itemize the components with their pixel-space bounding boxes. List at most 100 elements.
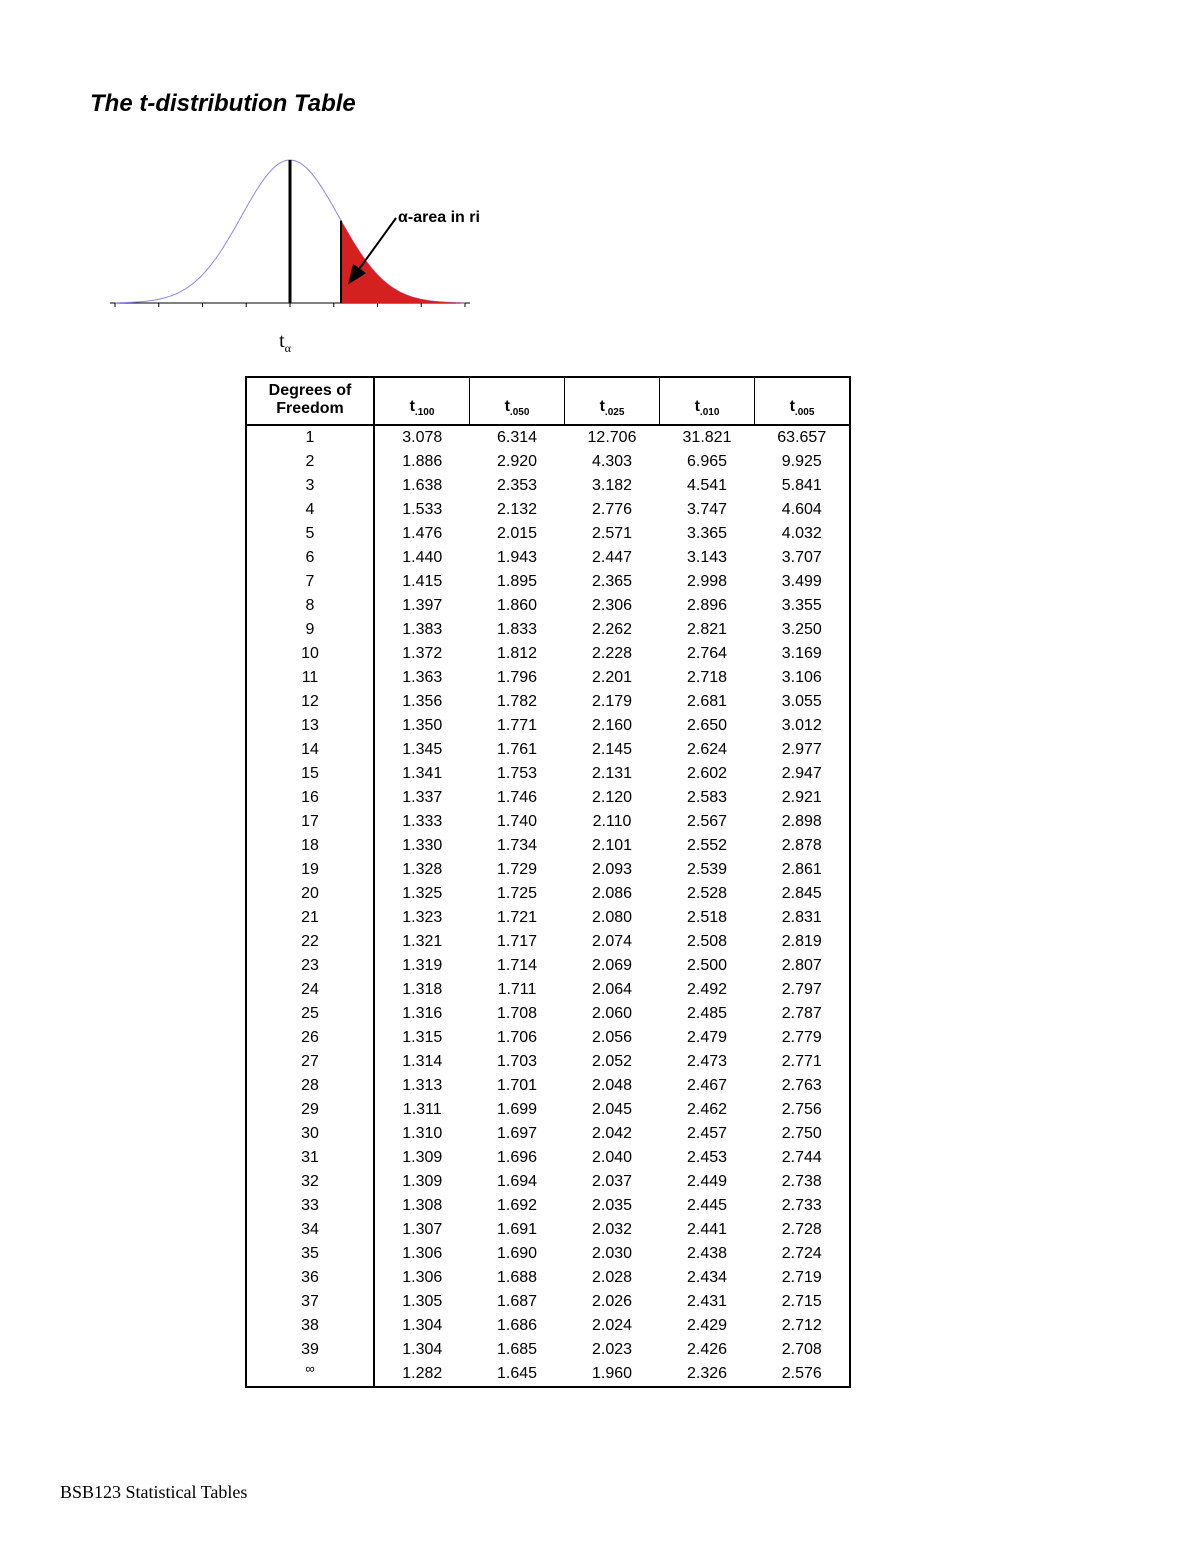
cell-value: 1.701	[470, 1074, 565, 1098]
cell-value: 2.447	[565, 546, 660, 570]
cell-value: 1.305	[374, 1290, 470, 1314]
cell-value: 2.052	[565, 1050, 660, 1074]
cell-value: 2.457	[660, 1122, 755, 1146]
cell-value: 3.055	[755, 690, 851, 714]
cell-df: 27	[246, 1050, 374, 1074]
table-row: 111.3631.7962.2012.7183.106	[246, 666, 850, 690]
table-row: 261.3151.7062.0562.4792.779	[246, 1026, 850, 1050]
cell-df: 29	[246, 1098, 374, 1122]
table-row: 13.0786.31412.70631.82163.657	[246, 425, 850, 450]
cell-value: 1.325	[374, 882, 470, 906]
cell-value: 1.304	[374, 1338, 470, 1362]
cell-value: 1.333	[374, 810, 470, 834]
table-row: 71.4151.8952.3652.9983.499	[246, 570, 850, 594]
cell-value: 2.528	[660, 882, 755, 906]
cell-value: 2.086	[565, 882, 660, 906]
cell-value: 1.476	[374, 522, 470, 546]
cell-value: 2.023	[565, 1338, 660, 1362]
cell-value: 2.776	[565, 498, 660, 522]
cell-value: 1.306	[374, 1266, 470, 1290]
cell-value: 2.445	[660, 1194, 755, 1218]
cell-value: 2.583	[660, 786, 755, 810]
table-row: 171.3331.7402.1102.5672.898	[246, 810, 850, 834]
cell-df: 24	[246, 978, 374, 1002]
cell-value: 3.355	[755, 594, 851, 618]
cell-df: 14	[246, 738, 374, 762]
table-row: 201.3251.7252.0862.5282.845	[246, 882, 850, 906]
cell-df: 22	[246, 930, 374, 954]
cell-value: 2.201	[565, 666, 660, 690]
cell-value: 2.719	[755, 1266, 851, 1290]
cell-value: 1.717	[470, 930, 565, 954]
cell-value: 1.307	[374, 1218, 470, 1242]
cell-df: 19	[246, 858, 374, 882]
t-table-wrap: Degrees ofFreedomt.100t.050t.025t.010t.0…	[245, 376, 1110, 1388]
cell-df: 31	[246, 1146, 374, 1170]
cell-value: 2.771	[755, 1050, 851, 1074]
cell-value: 9.925	[755, 450, 851, 474]
cell-value: 1.533	[374, 498, 470, 522]
page-title: The t-distribution Table	[90, 90, 1110, 118]
col-header-2: t.025	[565, 377, 660, 425]
cell-value: 2.064	[565, 978, 660, 1002]
cell-value: 2.042	[565, 1122, 660, 1146]
cell-value: 3.747	[660, 498, 755, 522]
cell-value: 2.467	[660, 1074, 755, 1098]
table-row: 331.3081.6922.0352.4452.733	[246, 1194, 850, 1218]
table-row: 141.3451.7612.1452.6242.977	[246, 738, 850, 762]
cell-value: 2.787	[755, 1002, 851, 1026]
cell-value: 2.518	[660, 906, 755, 930]
cell-value: 2.479	[660, 1026, 755, 1050]
cell-value: 2.845	[755, 882, 851, 906]
table-row: 101.3721.8122.2282.7643.169	[246, 642, 850, 666]
table-row: 131.3501.7712.1602.6503.012	[246, 714, 850, 738]
cell-value: 1.690	[470, 1242, 565, 1266]
cell-value: 2.037	[565, 1170, 660, 1194]
cell-value: 1.782	[470, 690, 565, 714]
cell-value: 3.250	[755, 618, 851, 642]
cell-value: 2.132	[470, 498, 565, 522]
cell-value: 2.262	[565, 618, 660, 642]
cell-value: 2.831	[755, 906, 851, 930]
cell-value: 1.638	[374, 474, 470, 498]
cell-df: 1	[246, 425, 374, 450]
cell-value: 1.415	[374, 570, 470, 594]
cell-value: 1.350	[374, 714, 470, 738]
cell-value: 2.030	[565, 1242, 660, 1266]
cell-value: 1.725	[470, 882, 565, 906]
cell-value: 2.353	[470, 474, 565, 498]
cell-df: 5	[246, 522, 374, 546]
cell-value: 2.485	[660, 1002, 755, 1026]
cell-value: 2.797	[755, 978, 851, 1002]
cell-df: 12	[246, 690, 374, 714]
cell-value: 2.819	[755, 930, 851, 954]
cell-value: 1.734	[470, 834, 565, 858]
table-row: 291.3111.6992.0452.4622.756	[246, 1098, 850, 1122]
cell-value: 6.314	[470, 425, 565, 450]
cell-df: 26	[246, 1026, 374, 1050]
table-row: 311.3091.6962.0402.4532.744	[246, 1146, 850, 1170]
cell-value: 1.310	[374, 1122, 470, 1146]
cell-value: 2.715	[755, 1290, 851, 1314]
cell-value: 2.453	[660, 1146, 755, 1170]
cell-value: 2.898	[755, 810, 851, 834]
cell-value: 2.120	[565, 786, 660, 810]
table-row: 391.3041.6852.0232.4262.708	[246, 1338, 850, 1362]
cell-value: 3.182	[565, 474, 660, 498]
cell-df: 34	[246, 1218, 374, 1242]
cell-value: 1.363	[374, 666, 470, 690]
cell-value: 2.074	[565, 930, 660, 954]
cell-value: 1.696	[470, 1146, 565, 1170]
cell-value: 1.694	[470, 1170, 565, 1194]
cell-df: 18	[246, 834, 374, 858]
cell-df: 36	[246, 1266, 374, 1290]
cell-value: 3.143	[660, 546, 755, 570]
table-row: 81.3971.8602.3062.8963.355	[246, 594, 850, 618]
table-row: 231.3191.7142.0692.5002.807	[246, 954, 850, 978]
cell-value: 2.779	[755, 1026, 851, 1050]
cell-value: 2.015	[470, 522, 565, 546]
page: The t-distribution Table α-area in right…	[0, 0, 1200, 1553]
cell-value: 1.313	[374, 1074, 470, 1098]
cell-value: 1.685	[470, 1338, 565, 1362]
table-row: 351.3061.6902.0302.4382.724	[246, 1242, 850, 1266]
